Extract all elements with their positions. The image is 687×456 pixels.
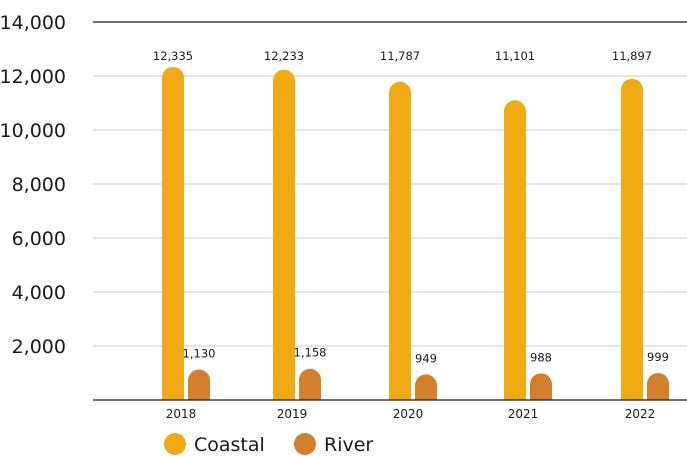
data-label: 999 [647, 350, 669, 364]
data-label: 11,787 [380, 49, 420, 63]
legend-swatch-river [294, 433, 316, 455]
x-tick-label: 2019 [277, 407, 308, 421]
bar-river-2021 [530, 373, 552, 400]
data-label: 1,130 [183, 346, 216, 360]
x-axis: 2018 2019 2020 2021 2022 [93, 399, 687, 421]
y-tick-label: 10,000 [0, 120, 66, 142]
data-label: 12,335 [153, 49, 193, 63]
x-tick-label: 2022 [625, 407, 656, 421]
legend-label-river: River [324, 434, 373, 456]
bar-river-2018 [188, 369, 210, 400]
bar-river-2020 [415, 374, 437, 400]
y-tick-label: 2,000 [12, 336, 66, 358]
y-tick-label: 8,000 [12, 174, 66, 196]
x-tick-label: 2021 [508, 407, 539, 421]
bar-river-2022 [647, 373, 669, 400]
bars: 12,335 12,233 11,787 11,101 11,897 1,130 1,158… [153, 49, 669, 401]
legend-swatch-coastal [164, 433, 186, 455]
data-label: 988 [530, 350, 552, 364]
bar-coastal-2021 [504, 100, 526, 400]
data-label: 949 [415, 351, 437, 365]
y-tick-label: 6,000 [12, 228, 66, 250]
data-label: 12,233 [264, 49, 304, 63]
data-label: 11,101 [495, 49, 535, 63]
bar-river-2019 [299, 368, 321, 400]
bar-coastal-2020 [389, 81, 411, 400]
x-tick-label: 2020 [393, 407, 424, 421]
legend-label-coastal: Coastal [194, 434, 265, 456]
bar-coastal-2018 [162, 66, 184, 400]
data-label: 1,158 [294, 346, 327, 360]
y-tick-label: 14,000 [0, 12, 66, 34]
y-tick-label: 12,000 [0, 66, 66, 88]
legend: Coastal River [164, 433, 373, 456]
x-tick-label: 2018 [166, 407, 197, 421]
y-axis: 2,000 4,000 6,000 8,000 10,000 12,000 14,000 [0, 12, 66, 358]
y-tick-label: 4,000 [12, 282, 66, 304]
bar-coastal-2019 [273, 69, 295, 401]
data-label: 11,897 [612, 49, 652, 63]
bar-coastal-2022 [621, 78, 643, 400]
